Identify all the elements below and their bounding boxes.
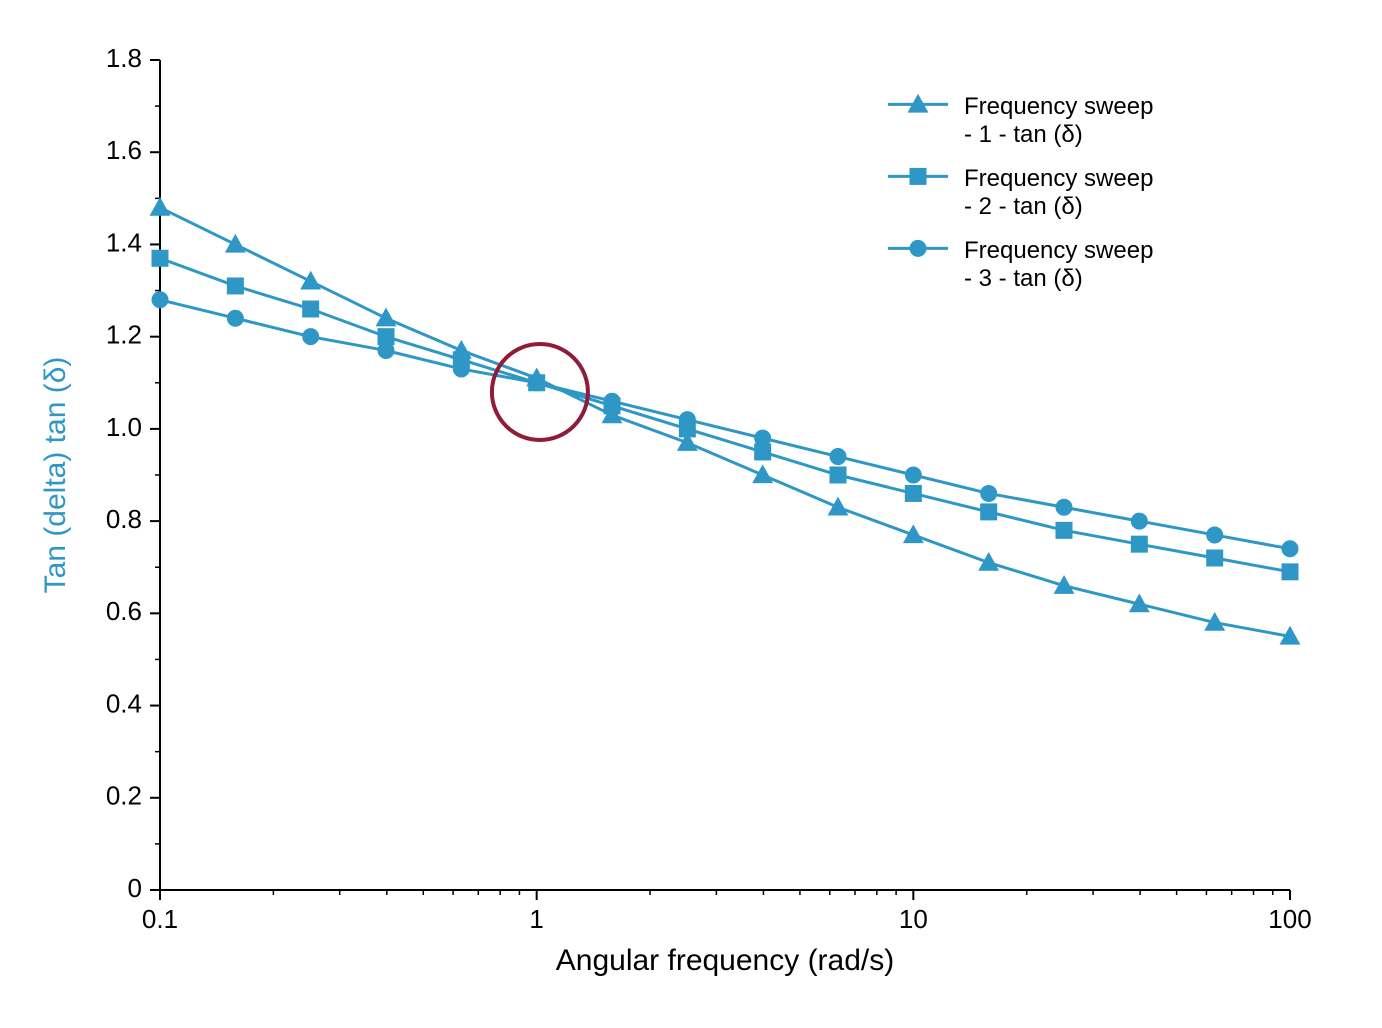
svg-text:1.2: 1.2 (106, 320, 142, 350)
svg-text:1.0: 1.0 (106, 412, 142, 442)
svg-text:1.4: 1.4 (106, 227, 142, 257)
svg-text:Angular frequency (rad/s): Angular frequency (rad/s) (556, 944, 895, 977)
svg-text:1.8: 1.8 (106, 43, 142, 73)
svg-text:0.1: 0.1 (142, 904, 178, 934)
svg-text:0.8: 0.8 (106, 504, 142, 534)
svg-text:Frequency sweep: Frequency sweep (964, 93, 1153, 120)
svg-text:Tan (delta) tan (δ): Tan (delta) tan (δ) (39, 357, 72, 594)
svg-text:1: 1 (529, 904, 543, 934)
svg-text:10: 10 (899, 904, 928, 934)
svg-text:0.6: 0.6 (106, 596, 142, 626)
tan-delta-chart: 0 0.2 0.4 0.6 0.8 1.0 1.2 1.4 1.6 1.8 0.1 1 10 100 Ang… (0, 0, 1382, 1028)
svg-text:0: 0 (128, 873, 142, 903)
svg-text:- 1 - tan (δ): - 1 - tan (δ) (964, 121, 1083, 148)
svg-text:- 3 - tan (δ): - 3 - tan (δ) (964, 265, 1083, 292)
svg-text:0.2: 0.2 (106, 781, 142, 811)
svg-text:- 2 - tan (δ): - 2 - tan (δ) (964, 193, 1083, 220)
chart-svg: 0 0.2 0.4 0.6 0.8 1.0 1.2 1.4 1.6 1.8 0.1 1 10 100 Ang… (0, 0, 1382, 1028)
svg-text:Frequency sweep: Frequency sweep (964, 165, 1153, 192)
svg-text:Frequency sweep: Frequency sweep (964, 237, 1153, 264)
svg-text:1.6: 1.6 (106, 135, 142, 165)
svg-text:0.4: 0.4 (106, 688, 142, 718)
svg-text:100: 100 (1268, 904, 1311, 934)
